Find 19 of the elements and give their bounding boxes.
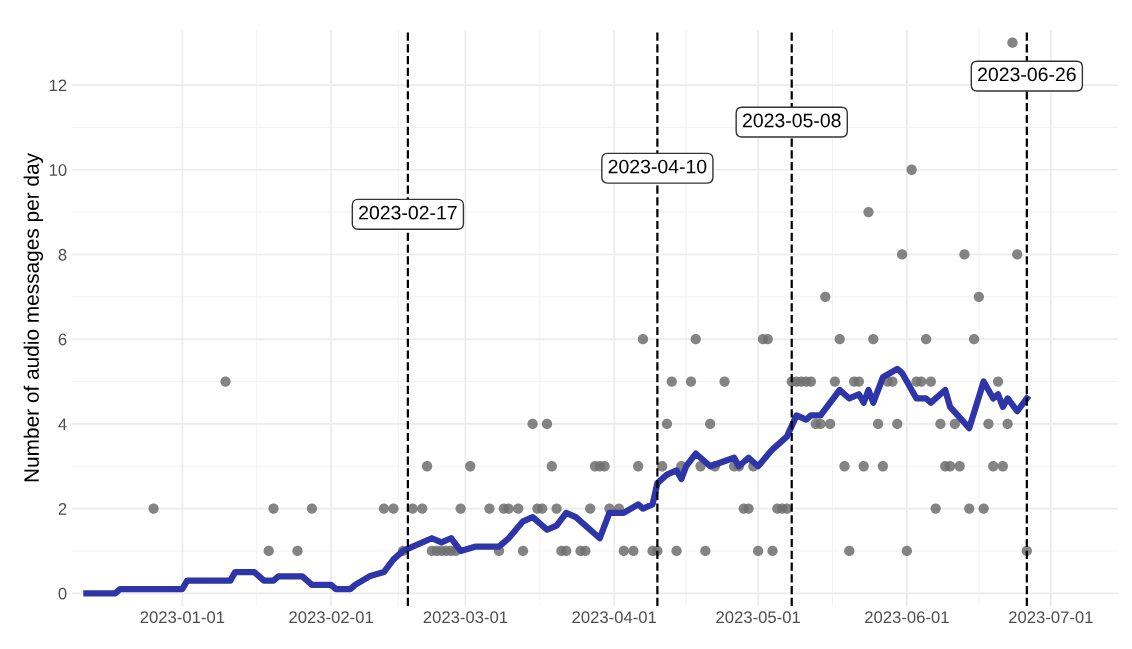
x-tick-label: 2023-04-01 xyxy=(572,611,657,624)
x-tick-label: 2023-05-01 xyxy=(716,611,800,624)
x-tick-label: 2023-07-01 xyxy=(1009,611,1093,624)
x-tick-label: 2023-03-01 xyxy=(423,611,508,624)
y-tick-label: 0 xyxy=(58,587,67,600)
ref-line-label: 2023-05-08 xyxy=(742,113,841,128)
y-tick-label: 8 xyxy=(58,248,67,261)
ref-line-label: 2023-04-10 xyxy=(608,159,707,174)
y-tick-label: 10 xyxy=(49,164,67,176)
y-tick-label: 12 xyxy=(49,79,67,92)
x-tick-label: 2023-02-01 xyxy=(289,611,373,624)
y-tick-label: 4 xyxy=(58,418,67,430)
ref-line-label: 2023-02-17 xyxy=(359,205,457,220)
y-tick-label: 2 xyxy=(58,502,67,515)
x-tick-label: 2023-06-01 xyxy=(865,611,949,624)
y-axis-title: Number of audio messages per day xyxy=(23,153,44,482)
ref-line-label: 2023-06-26 xyxy=(978,67,1076,82)
x-tick-label: 2023-01-01 xyxy=(140,611,225,624)
y-tick-label: 6 xyxy=(58,333,67,346)
